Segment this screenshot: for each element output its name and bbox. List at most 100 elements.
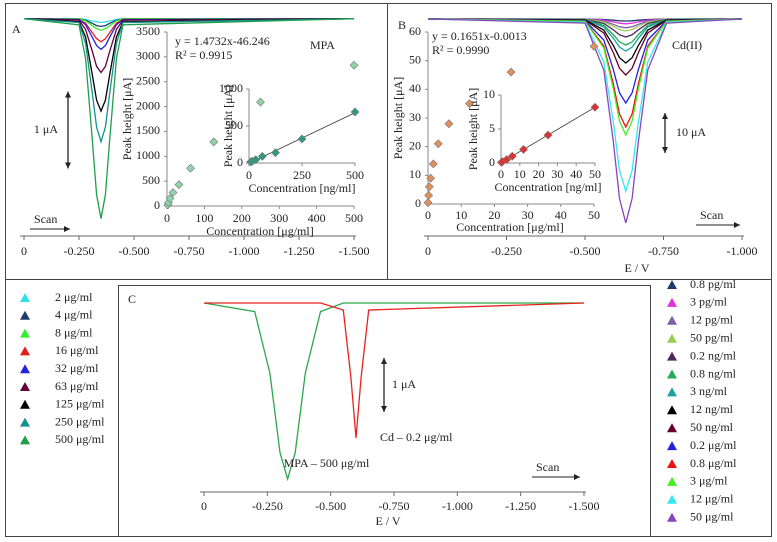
x-tick-label: 500	[345, 211, 363, 225]
x-axis-label: Concentration [μg/ml]	[206, 224, 313, 238]
x-tick-label: 0	[498, 167, 504, 181]
x-axis-label: Concentration [μg/ml]	[456, 220, 563, 234]
data-point	[168, 188, 178, 198]
fit-equation: y = 1.4732x-46.246	[175, 34, 270, 48]
scale-bar-arrowhead	[381, 406, 387, 412]
x-tick-label: 300	[270, 211, 288, 225]
y-tick-label: 2500	[136, 73, 160, 87]
data-point	[465, 99, 474, 109]
y-tick-label: 40	[409, 81, 421, 95]
legend-label: 3 pg/ml	[690, 295, 728, 309]
legend-marker	[667, 459, 677, 468]
data-point	[186, 163, 195, 173]
data-point	[507, 151, 517, 161]
fit-equation: y = 0.1651x-0.0013	[432, 29, 527, 43]
y-tick-label: 30	[409, 110, 421, 124]
x-tick-label: 30	[551, 167, 563, 181]
series-label: Cd – 0.2 μg/ml	[380, 430, 453, 444]
y-axis-label: Peak height [μA]	[466, 88, 480, 170]
legend-label: 3 ng/ml	[690, 384, 728, 398]
legend-marker	[667, 369, 677, 379]
y-tick-label: 1500	[136, 123, 160, 137]
legend-label: 0.8 ng/ml	[690, 366, 737, 380]
x-tick-label: -1.000	[229, 244, 260, 258]
y-tick-label: 0	[237, 155, 243, 169]
legend-marker	[667, 441, 677, 451]
legend-label: 0.8 pg/ml	[690, 277, 737, 291]
y-axis-label: Peak height [μA]	[221, 85, 235, 167]
scale-bar-label: 10 μA	[676, 125, 706, 139]
voltammogram-curve	[427, 18, 743, 137]
x-tick-label: -1.500	[569, 499, 600, 513]
data-point	[251, 155, 261, 165]
x-tick-label: -0.250	[491, 244, 522, 258]
voltammogram-curve	[427, 18, 743, 32]
x-tick-label: 100	[195, 211, 213, 225]
voltammogram-curve	[203, 302, 584, 482]
legend-marker	[667, 476, 677, 486]
voltammogram-curve	[23, 18, 355, 113]
legend-label: 0.8 μg/ml	[690, 456, 737, 470]
legend-marker	[20, 346, 30, 356]
x-axis-label: Concentration [ng/ml]	[249, 181, 356, 195]
y-tick-label: 500	[225, 118, 243, 132]
y-tick-label: 1000	[136, 148, 160, 162]
data-point	[519, 144, 528, 154]
scan-label: Scan	[536, 460, 559, 474]
data-point	[297, 134, 307, 144]
y-axis-label: Peak height [μA]	[391, 77, 405, 159]
legend-label: 12 pg/ml	[690, 313, 734, 327]
x-axis-label: E / V	[624, 261, 649, 275]
panel-letter: C	[128, 292, 136, 306]
scan-arrowhead	[64, 226, 70, 232]
panel-title: Cd(II)	[672, 38, 702, 52]
data-point	[506, 67, 516, 77]
fit-r2: R² = 0.9990	[432, 43, 489, 57]
x-tick-label: 50	[588, 208, 600, 222]
legend-marker	[20, 310, 30, 320]
x-tick-label: 0	[246, 168, 252, 182]
legend-label: 63 μg/ml	[55, 379, 99, 393]
x-tick-label: -1.250	[505, 499, 536, 513]
voltammogram-curve	[23, 18, 355, 219]
x-tick-label: 500	[346, 168, 364, 182]
legend-marker	[667, 512, 677, 522]
voltammogram-curve	[427, 18, 743, 25]
fit-r2: R² = 0.9915	[175, 48, 232, 62]
scale-bar-arrowhead	[662, 147, 668, 153]
y-tick-label: 0	[415, 196, 421, 210]
y-tick-label: 3000	[136, 49, 160, 63]
x-tick-label: 40	[570, 167, 582, 181]
y-tick-label: 500	[142, 173, 160, 187]
legend-label: 12 μg/ml	[690, 492, 734, 506]
x-tick-label: -0.250	[252, 499, 283, 513]
legend-marker	[20, 435, 30, 445]
legend-label: 50 μg/ml	[690, 509, 734, 523]
data-point	[543, 130, 553, 140]
scan-label: Scan	[34, 212, 57, 226]
legend-label: 0.2 ng/ml	[690, 348, 737, 362]
data-point	[424, 182, 434, 192]
legend-marker	[667, 405, 677, 415]
scale-bar-label: 1 μA	[34, 122, 58, 136]
y-tick-label: 10	[483, 87, 495, 101]
data-point	[256, 97, 265, 107]
voltammogram-curve	[427, 18, 743, 76]
voltammogram-curve	[427, 18, 743, 64]
legend-label: 250 μg/ml	[55, 414, 105, 428]
legend-label: 50 pg/ml	[690, 330, 734, 344]
legend-marker	[667, 280, 677, 289]
legend-marker	[667, 333, 677, 343]
panel-c-frame	[118, 285, 651, 537]
voltammogram-curve	[23, 18, 355, 74]
scale-bar-arrowhead	[381, 358, 387, 364]
data-point	[589, 41, 599, 51]
data-point	[350, 107, 360, 117]
y-tick-label: 20	[409, 138, 421, 152]
x-axis-label: E / V	[375, 514, 400, 528]
voltammogram-curve	[427, 18, 743, 129]
data-point	[423, 198, 433, 207]
x-tick-label: 10	[514, 167, 526, 181]
y-tick-label: 50	[409, 52, 421, 66]
x-tick-label: -1.250	[284, 244, 315, 258]
